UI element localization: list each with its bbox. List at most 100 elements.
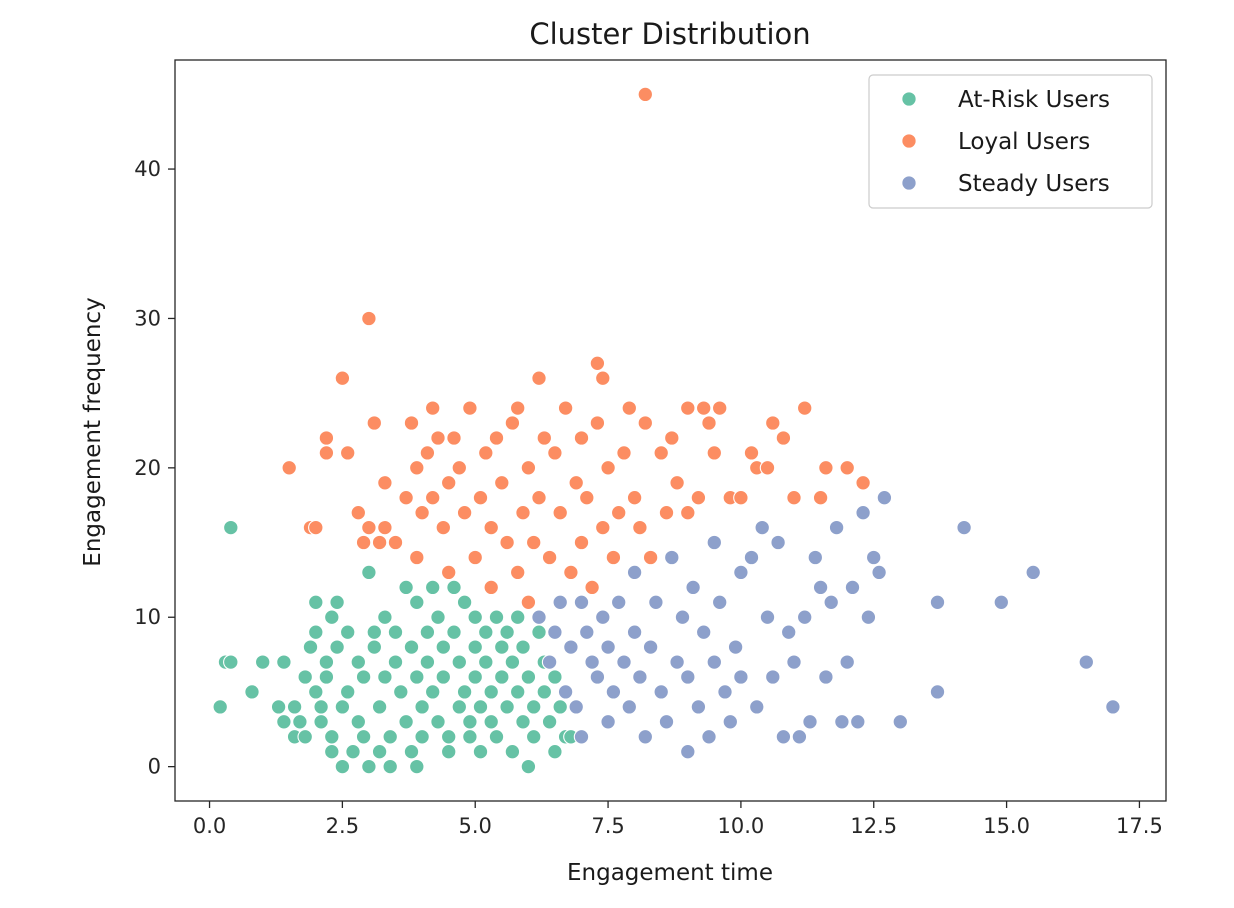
y-tick-label: 30 <box>134 306 161 330</box>
x-tick-label: 17.5 <box>1116 814 1163 838</box>
data-point <box>520 594 537 611</box>
data-point <box>637 415 654 431</box>
data-point <box>754 519 770 536</box>
data-point <box>393 684 409 700</box>
data-point <box>812 489 829 506</box>
data-point <box>440 729 457 745</box>
data-point <box>509 609 526 625</box>
legend-label: Loyal Users <box>958 129 1090 155</box>
y-tick-label: 40 <box>134 157 161 181</box>
data-point <box>377 669 393 685</box>
data-point <box>254 654 271 670</box>
x-tick-label: 12.5 <box>850 814 897 838</box>
data-point <box>515 504 531 521</box>
data-point <box>324 729 340 745</box>
data-point <box>297 729 313 745</box>
data-point <box>515 714 531 730</box>
data-point <box>324 609 340 625</box>
data-point <box>531 370 547 386</box>
series-0 <box>212 519 579 775</box>
data-point <box>839 654 855 670</box>
data-point <box>377 609 393 625</box>
data-point <box>451 699 468 715</box>
x-tick-label: 2.5 <box>326 814 359 838</box>
data-point <box>478 654 494 670</box>
data-point <box>579 489 595 506</box>
data-point <box>584 654 600 670</box>
data-point <box>568 475 584 491</box>
data-point <box>409 758 425 775</box>
legend-marker <box>901 175 917 191</box>
data-point <box>595 519 611 536</box>
data-point <box>371 534 388 551</box>
legend-label: At-Risk Users <box>958 87 1110 113</box>
data-point <box>509 564 526 581</box>
data-point <box>818 460 834 476</box>
x-axis-label: Engagement time <box>567 860 773 886</box>
data-point <box>929 594 946 611</box>
chart-title: Cluster Distribution <box>529 17 810 51</box>
data-point <box>680 504 696 521</box>
data-point <box>435 669 452 685</box>
data-point <box>531 624 547 640</box>
data-point <box>743 549 760 566</box>
x-tick-label: 0.0 <box>193 814 226 838</box>
data-point <box>855 475 871 491</box>
data-point <box>871 564 887 581</box>
data-point <box>680 669 696 685</box>
data-point <box>706 534 723 551</box>
data-point <box>536 430 553 446</box>
data-point <box>648 594 664 611</box>
data-point <box>334 699 351 715</box>
x-tick-label: 15.0 <box>983 814 1030 838</box>
data-point <box>451 460 468 476</box>
data-point <box>600 460 616 476</box>
data-point <box>446 430 462 446</box>
data-point <box>520 758 537 775</box>
data-point <box>786 489 802 506</box>
data-point <box>366 639 383 655</box>
data-point <box>350 714 367 730</box>
data-point <box>355 534 372 551</box>
data-point <box>355 729 372 745</box>
data-point <box>865 549 882 566</box>
data-point <box>786 654 802 670</box>
data-point <box>371 743 388 760</box>
y-axis: 0 10 20 30 40 <box>134 157 175 779</box>
data-point <box>759 609 776 625</box>
data-point <box>398 579 414 596</box>
data-point <box>706 654 723 670</box>
data-point <box>775 430 792 446</box>
data-point <box>653 684 669 700</box>
plot-frame <box>174 59 1167 802</box>
data-point <box>929 684 946 700</box>
data-point <box>589 415 606 431</box>
data-point <box>605 549 622 566</box>
data-point <box>446 624 462 640</box>
data-point <box>520 669 537 685</box>
data-point <box>414 729 430 745</box>
data-point <box>589 669 606 685</box>
data-point <box>355 669 372 685</box>
data-point <box>318 445 335 461</box>
data-point <box>350 654 367 670</box>
data-point <box>494 639 510 655</box>
data-point <box>270 699 287 715</box>
data-point <box>334 370 351 386</box>
data-point <box>759 460 776 476</box>
data-point <box>345 743 361 760</box>
data-point <box>876 489 893 506</box>
data-point <box>478 624 494 640</box>
data-point <box>409 460 425 476</box>
data-point <box>467 549 483 566</box>
data-point <box>584 579 600 596</box>
data-point <box>860 609 877 625</box>
data-point <box>366 415 383 431</box>
data-point <box>733 489 749 506</box>
data-point <box>642 639 659 655</box>
data-point <box>802 714 818 730</box>
data-point <box>276 654 292 670</box>
data-point <box>680 400 696 416</box>
data-point <box>685 579 701 596</box>
data-point <box>509 684 526 700</box>
